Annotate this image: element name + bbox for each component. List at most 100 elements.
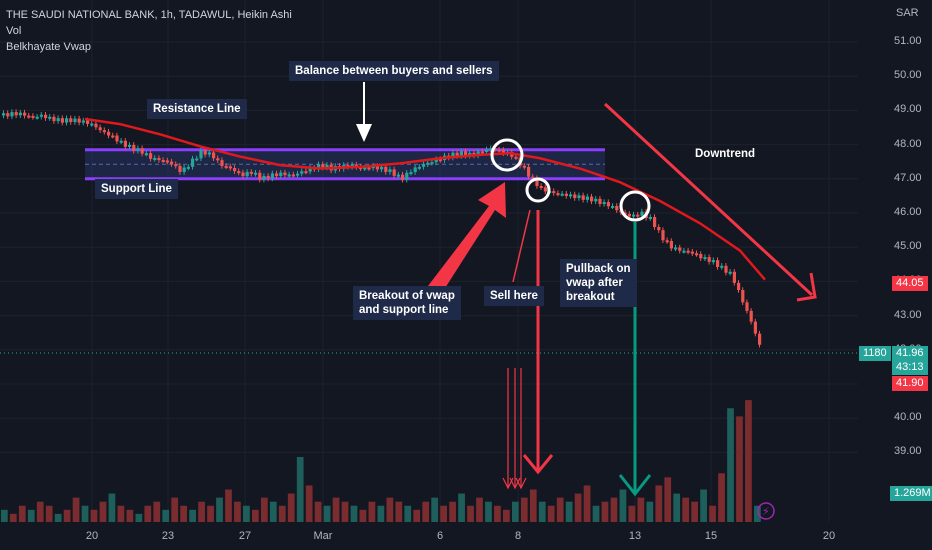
candle <box>758 333 762 345</box>
candle <box>745 302 749 311</box>
candle <box>81 120 85 123</box>
y-tick-label: 48.00 <box>894 137 922 150</box>
candle <box>60 118 64 123</box>
candle <box>304 171 308 174</box>
volume-bar <box>682 497 690 522</box>
volume-bar <box>503 509 510 522</box>
flash-icon-bg <box>757 502 775 520</box>
candle <box>119 140 123 143</box>
candle <box>678 247 682 251</box>
downtrend-arrow-head <box>796 272 817 302</box>
volume-bar <box>664 477 672 522</box>
candle <box>73 118 77 123</box>
sell-label: Sell here <box>484 286 544 306</box>
volume-bar <box>458 493 465 522</box>
candle <box>674 247 678 250</box>
candle <box>149 153 153 159</box>
candle <box>86 120 90 124</box>
candle <box>228 166 232 169</box>
volume-bar <box>637 497 645 522</box>
breakout-label: Breakout of vwap and support line <box>353 286 461 320</box>
candle <box>69 118 73 123</box>
y-tick-label: 51.00 <box>894 35 922 47</box>
candle <box>199 150 203 159</box>
candle <box>690 251 694 254</box>
candle <box>212 152 216 159</box>
candle <box>531 176 535 179</box>
volume-bar <box>700 489 707 522</box>
volume-bar <box>305 485 313 522</box>
y-tick-label: 45.00 <box>894 240 922 253</box>
candle <box>245 171 249 177</box>
volume-bar <box>547 505 555 522</box>
candle <box>94 123 98 128</box>
candle <box>527 166 531 177</box>
pullback-label-line3: breakout <box>566 291 615 303</box>
candle <box>300 171 304 174</box>
volume-bar <box>323 505 331 522</box>
candle <box>422 164 426 167</box>
candle <box>262 175 266 180</box>
volume-bar <box>494 505 501 522</box>
candle <box>657 227 661 231</box>
volume-bar <box>54 513 62 522</box>
candle <box>480 151 484 154</box>
candle <box>489 148 493 151</box>
candle <box>703 257 707 260</box>
volume-bar <box>45 505 53 522</box>
candle <box>346 165 350 168</box>
volume-bar <box>404 505 412 522</box>
candle <box>44 114 48 119</box>
candle <box>287 174 291 177</box>
volume-bar <box>296 457 304 522</box>
candle <box>413 167 417 173</box>
candle <box>111 135 115 138</box>
x-tick-label: 23 <box>161 530 175 542</box>
volume-bar <box>153 501 161 522</box>
candle <box>648 217 652 220</box>
balance-label: Balance between buyers and sellers <box>289 61 499 81</box>
volume-bar <box>727 408 734 522</box>
candle <box>543 187 547 192</box>
candle <box>417 166 421 169</box>
volume-bar <box>350 505 358 522</box>
candle <box>132 144 136 151</box>
indicator-vwap[interactable]: Belkhayate Vwap <box>6 41 91 53</box>
candle <box>325 164 329 168</box>
volume-bar <box>529 489 537 522</box>
chart-title: THE SAUDI NATIONAL BANK, 1h, TADAWUL, He… <box>6 9 292 21</box>
volume-bar <box>269 501 277 522</box>
candle <box>216 158 220 161</box>
volume-tag: 1.269M <box>890 486 932 501</box>
candle <box>485 149 489 152</box>
candle <box>388 169 392 172</box>
volume-bar <box>341 501 349 522</box>
volume-bar <box>278 505 286 522</box>
volume-bar <box>413 509 421 522</box>
candle <box>728 271 732 274</box>
indicator-vol[interactable]: Vol <box>6 25 22 37</box>
candle <box>249 171 253 174</box>
candle <box>283 172 287 176</box>
candle <box>720 265 724 268</box>
volume-bar <box>359 509 367 522</box>
candle <box>291 174 295 177</box>
volume-bar <box>260 497 268 522</box>
candle <box>707 257 711 262</box>
candle <box>144 153 148 156</box>
candle <box>564 193 568 196</box>
x-tick-label: 13 <box>628 530 642 542</box>
downtrend-arrow <box>603 102 814 297</box>
candle <box>430 162 434 165</box>
candle <box>640 211 644 216</box>
volume-bar <box>610 497 618 522</box>
sell-circle <box>525 177 551 203</box>
candle <box>161 160 165 163</box>
candle <box>233 168 237 172</box>
candle <box>468 152 472 156</box>
volume-bar <box>485 501 492 522</box>
volume-bar <box>673 493 681 522</box>
volume-flag-tag: 1180 <box>859 346 891 361</box>
x-tick-label: 20 <box>822 530 836 542</box>
